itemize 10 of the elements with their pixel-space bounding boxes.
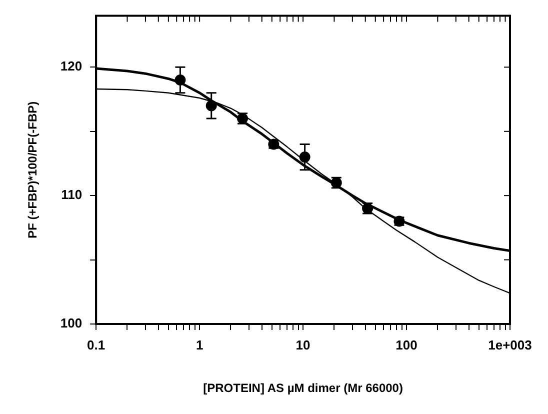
x-tick-label: 1	[196, 337, 204, 352]
x-tick-label: 10	[296, 337, 310, 352]
x-tick-label: 100	[396, 337, 418, 352]
y-axis-title: PF (+FBP)*100/PF(-FBP)	[26, 101, 40, 238]
y-tick-label: 120	[60, 58, 82, 74]
y-tick-label: 100	[60, 316, 82, 331]
y-tick-label: 110	[61, 187, 82, 202]
x-axis-title: [PROTEIN] AS µM dimer (Mr 66000)	[203, 381, 403, 396]
x-tick-label: 0.1	[87, 337, 106, 352]
x-tick-label: 1e+003	[488, 337, 532, 352]
